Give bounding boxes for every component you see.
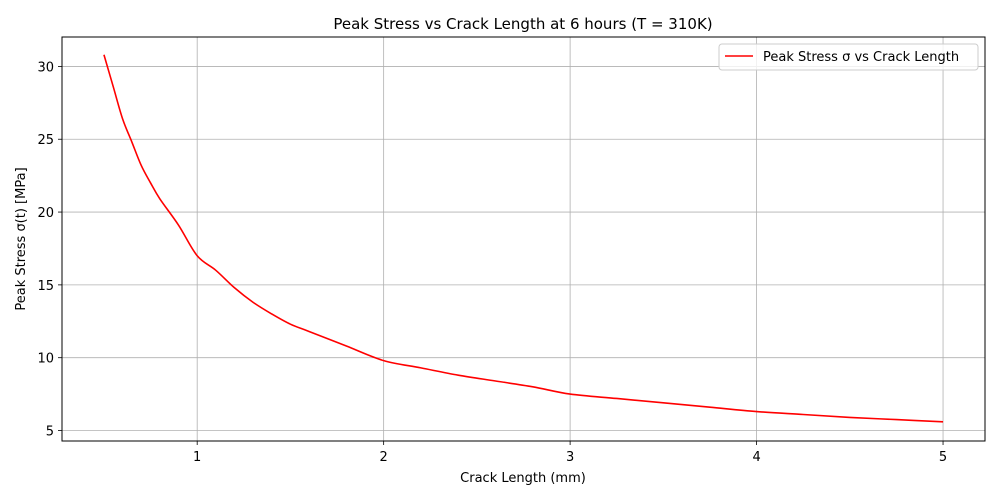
grid-lines	[62, 37, 985, 441]
plot-series	[103, 54, 944, 423]
y-tick-label: 10	[37, 352, 54, 367]
y-tick-label: 15	[37, 279, 54, 294]
x-axis-ticks: 1 2 3 4 5	[193, 441, 947, 465]
y-axis-ticks: 5 10 15 20 25 30	[37, 60, 62, 440]
plot-frame	[61, 36, 986, 442]
series-line-peak-stress	[103, 54, 944, 423]
x-tick-label: 4	[752, 450, 760, 465]
legend: Peak Stress σ vs Crack Length	[718, 43, 979, 71]
legend-box	[718, 43, 979, 71]
x-tick-label: 2	[380, 450, 388, 465]
y-axis-label: Peak Stress σ(t) [MPa]	[14, 167, 29, 310]
y-tick-label: 30	[37, 60, 54, 75]
chart-title: Peak Stress vs Crack Length at 6 hours (…	[333, 15, 712, 33]
legend-entry-label: Peak Stress σ vs Crack Length	[763, 50, 959, 65]
x-tick-label: 1	[193, 450, 201, 465]
y-tick-label: 20	[37, 206, 54, 221]
x-tick-label: 5	[939, 450, 947, 465]
x-tick-label: 3	[566, 450, 574, 465]
x-axis-label: Crack Length (mm)	[460, 471, 586, 486]
y-tick-label: 5	[46, 425, 54, 440]
y-tick-label: 25	[37, 133, 54, 148]
